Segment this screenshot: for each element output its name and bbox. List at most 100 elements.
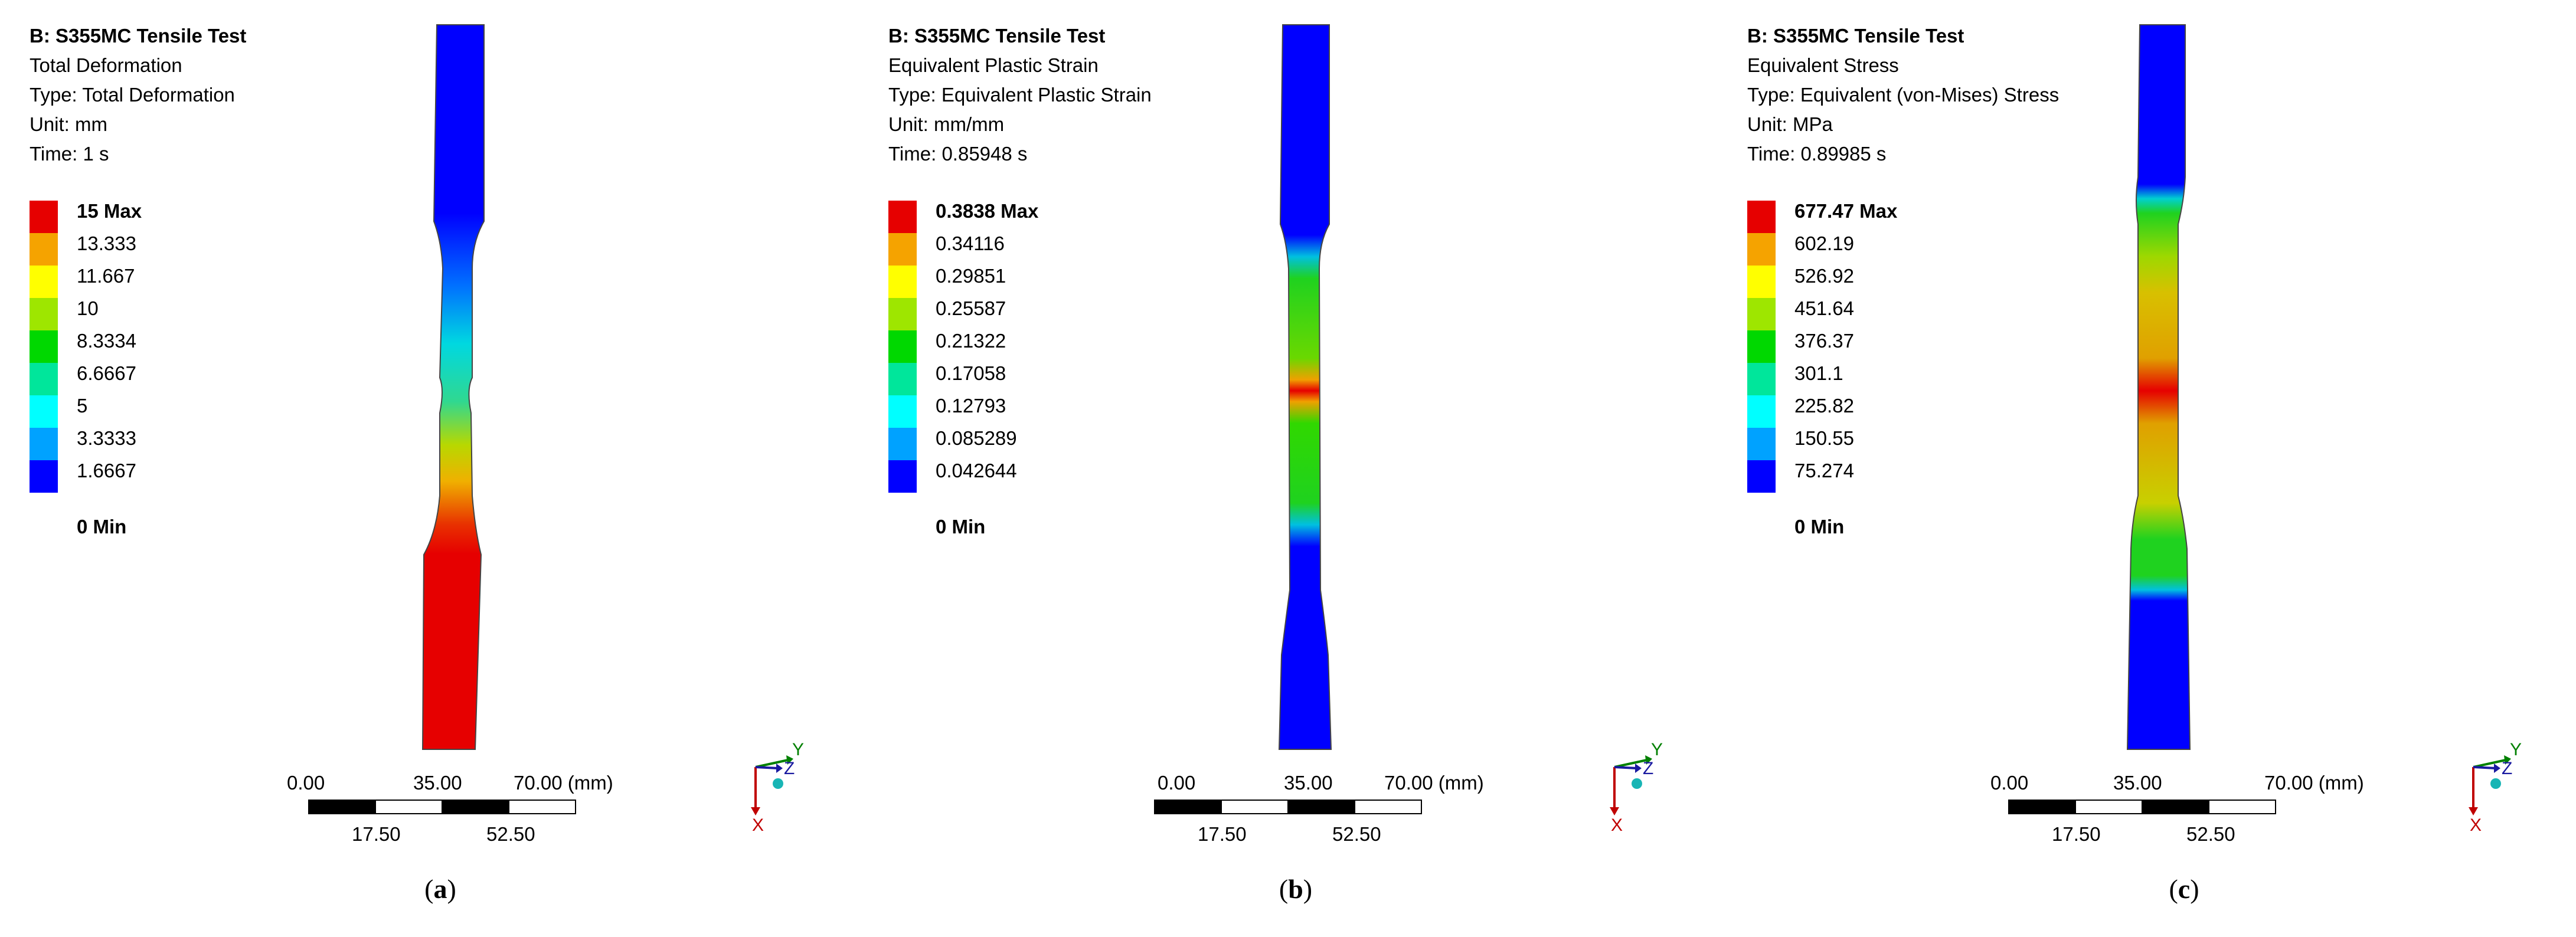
result-type: Type: Equivalent (von-Mises) Stress [1747,84,2060,106]
scale-label-70: 70.00 (mm) [1384,772,1484,794]
scale-segment [2075,800,2143,814]
scale-label-52-5: 52.50 [2186,823,2235,845]
scale-label-70: 70.00 (mm) [2264,772,2364,794]
legend-label: 0.25587 [936,297,1006,319]
panel-total-deformation: B: S355MC Tensile Test Total Deformation… [0,0,858,937]
scale-label-52-5: 52.50 [486,823,535,845]
legend-label: 0 Min [77,516,127,538]
legend-swatch [30,266,58,298]
legend-label: 6.6667 [77,362,136,384]
result-header: B: S355MC Tensile Test Total Deformation… [30,21,246,169]
scale-label-17-5: 17.50 [2052,823,2101,845]
legend-swatch [888,428,917,460]
scale-segment [375,800,443,814]
legend-label: 0 Min [936,516,986,538]
legend-label: 3.3333 [77,427,136,449]
legend-swatch [888,298,917,330]
legend-swatch [1747,298,1776,330]
result-name: Equivalent Stress [1747,54,1899,76]
result-name: Total Deformation [30,54,182,76]
legend-swatch [888,363,917,395]
legend-label: 0 Min [1794,516,1845,538]
figure-caption: (a) [424,874,456,904]
specimen-model[interactable] [859,0,1717,937]
specimen-shape [1278,24,1332,750]
axis-z-label: Z [784,759,795,778]
legend-swatch [888,233,917,266]
scale-label-17-5: 17.50 [1198,823,1247,845]
model-title: B: S355MC Tensile Test [888,25,1106,47]
legend-label: 376.37 [1794,330,1854,352]
scale-segment [442,800,509,814]
result-header: B: S355MC Tensile Test Equivalent Stress… [1747,21,2059,169]
result-unit: Unit: mm [30,113,107,135]
scale-label-35: 35.00 [413,772,462,794]
scale-segment [308,800,376,814]
legend-label: 0.17058 [936,362,1006,384]
result-time: Time: 1 s [30,143,109,165]
scale-segment [1221,800,1289,814]
specimen-shape [421,24,485,750]
legend-label: 0.29851 [936,265,1006,287]
result-time: Time: 0.89985 s [1747,143,1887,165]
legend-swatch [1747,266,1776,298]
legend-label: 150.55 [1794,427,1854,449]
legend-swatch [30,428,58,460]
legend-swatch [30,460,58,493]
scale-label-17-5: 17.50 [352,823,401,845]
axis-z-label: Z [2502,759,2512,778]
figure-caption: (b) [1279,874,1313,904]
scale-segment [2208,800,2276,814]
scale-segment [1287,800,1355,814]
legend-label: 0.042644 [936,460,1017,481]
scale-label-0: 0.00 [1158,772,1196,794]
result-unit: Unit: MPa [1747,113,1833,135]
axis-x-label: X [752,815,764,832]
result-type: Type: Equivalent Plastic Strain [888,84,1152,106]
scale-segment [2008,800,2076,814]
legend-label: 0.3838 Max [936,200,1039,222]
specimen-model[interactable] [0,0,858,937]
legend-swatch [1747,233,1776,266]
model-title: B: S355MC Tensile Test [30,25,247,47]
result-unit: Unit: mm/mm [888,113,1005,135]
legend-label: 0.12793 [936,395,1006,417]
scale-segment [2142,800,2209,814]
axis-y-label: Y [792,740,804,759]
legend-swatch [888,330,917,363]
legend-swatch [888,201,917,233]
specimen-model[interactable] [1718,0,2576,937]
legend-label: 451.64 [1794,297,1854,319]
result-header: B: S355MC Tensile Test Equivalent Plasti… [888,21,1152,169]
legend-label: 1.6667 [77,460,136,481]
scale-label-0: 0.00 [1990,772,2029,794]
legend-label: 0.34116 [936,232,1005,254]
legend-swatch [30,395,58,428]
scale-segment [1154,800,1222,814]
panel-equivalent-stress: B: S355MC Tensile Test Equivalent Stress… [1718,0,2576,937]
legend-label: 75.274 [1794,460,1854,481]
legend-label: 301.1 [1794,362,1843,384]
legend-label: 526.92 [1794,265,1854,287]
axis-x-label: X [1611,815,1623,832]
axis-z-label: Z [1643,759,1653,778]
legend-swatch [1747,395,1776,428]
legend-swatch [30,363,58,395]
legend-label: 225.82 [1794,395,1854,417]
legend-swatch [1747,363,1776,395]
panel-plastic-strain: B: S355MC Tensile Test Equivalent Plasti… [859,0,1717,937]
legend-label: 677.47 Max [1794,200,1898,222]
figure-caption: (c) [2169,874,2199,904]
legend-label: 13.333 [77,232,136,254]
legend-swatch [888,460,917,493]
scale-label-35: 35.00 [2113,772,2162,794]
specimen-shape [2126,24,2191,750]
legend-swatch [30,201,58,233]
axis-y-label: Y [1651,740,1663,759]
scale-label-0: 0.00 [287,772,325,794]
legend-label: 10 [77,297,99,319]
legend-swatch [1747,330,1776,363]
